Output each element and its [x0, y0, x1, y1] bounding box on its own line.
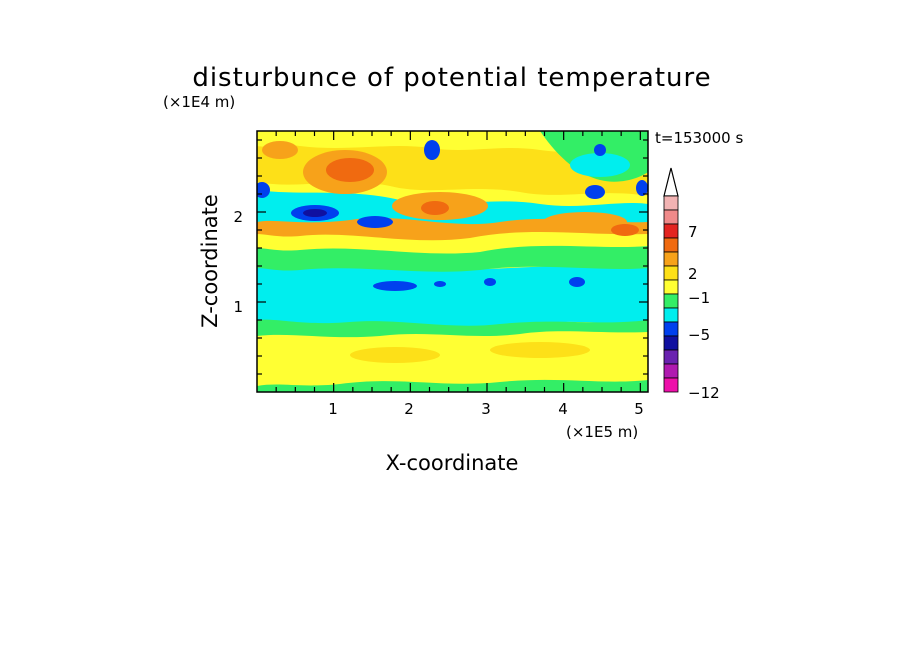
blob-blue-4: [424, 140, 440, 160]
y-tick-label: 2: [233, 208, 243, 226]
blob-orange-4: [421, 201, 449, 215]
blob-blue-1-core: [303, 209, 327, 217]
x-scale-label: (×1E5 m): [566, 423, 638, 441]
blob-orange-9: [490, 342, 590, 358]
colorbar-bin: [663, 377, 679, 393]
x-tick-label: 3: [481, 400, 491, 418]
blob-cyan-upper-right: [570, 153, 630, 177]
colorbar-bin: [663, 321, 679, 337]
colorbar-bin: [663, 195, 679, 211]
chart-title: disturbunce of potential temperature: [192, 63, 711, 93]
blob-orange-2: [326, 158, 374, 182]
colorbar-bin: [663, 237, 679, 253]
blob-orange-5: [543, 212, 627, 232]
y-axis-label: Z-coordinate: [198, 194, 222, 328]
colorbar-bin: [663, 293, 679, 309]
x-axis-label: X-coordinate: [386, 451, 519, 475]
blob-blue-11: [434, 281, 446, 287]
axis-ticks: [257, 131, 648, 392]
colorbar-bin: [663, 307, 679, 323]
colorbar-bin: [663, 279, 679, 295]
blob-blue-8: [373, 281, 417, 291]
time-label: t=153000 s: [655, 129, 743, 147]
blob-orange-8: [350, 347, 440, 363]
colorbar-bin: [663, 335, 679, 351]
colorbar: [663, 167, 679, 393]
x-tick-label: 2: [404, 400, 414, 418]
blob-blue-10: [569, 277, 585, 287]
colorbar-label: 7: [688, 223, 698, 241]
colorbar-bin: [663, 363, 679, 379]
colorbar-extend-arrow: [663, 167, 679, 197]
x-tick-label: 1: [328, 400, 338, 418]
colorbar-label: −1: [688, 289, 710, 307]
blob-blue-2: [357, 216, 393, 228]
band-middle-cyan: [257, 264, 648, 326]
blob-blue-6: [585, 185, 605, 199]
blob-orange-6: [611, 224, 639, 236]
colorbar-bin: [663, 223, 679, 239]
plot-frame: [256, 130, 649, 393]
x-tick-label: 5: [634, 400, 644, 418]
band-lower-yellow: [257, 324, 648, 386]
colorbar-bin: [663, 251, 679, 267]
blob-blue-5: [594, 144, 606, 156]
colorbar-label: 2: [688, 265, 698, 283]
colorbar-label: −12: [688, 384, 720, 402]
blob-blue-9: [484, 278, 496, 286]
blob-blue-7: [636, 180, 648, 196]
colorbar-bin: [663, 349, 679, 365]
y-scale-label: (×1E4 m): [163, 93, 235, 111]
colorbar-label: −5: [688, 326, 710, 344]
x-tick-label: 4: [558, 400, 568, 418]
colorbar-bin: [663, 209, 679, 225]
y-tick-label: 1: [233, 298, 243, 316]
colorbar-bin: [663, 265, 679, 281]
plot-area: [257, 131, 648, 392]
blob-orange-7: [262, 141, 298, 159]
